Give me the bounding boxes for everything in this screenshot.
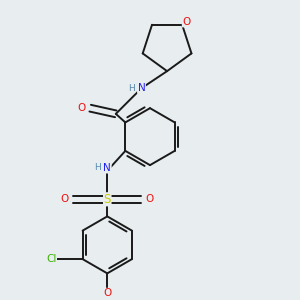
Text: O: O [146,194,154,204]
Text: S: S [103,193,111,206]
Text: O: O [103,288,111,298]
Text: N: N [138,83,145,93]
Text: O: O [182,17,190,27]
Text: N: N [103,163,111,173]
Text: O: O [60,194,69,204]
Text: Cl: Cl [46,254,56,264]
Text: H: H [94,164,101,172]
Text: H: H [128,84,135,93]
Text: O: O [77,103,86,113]
